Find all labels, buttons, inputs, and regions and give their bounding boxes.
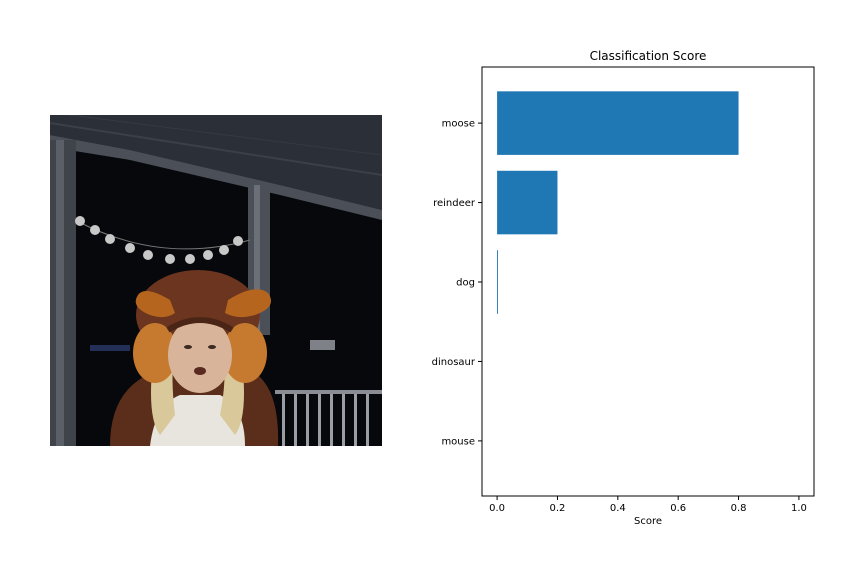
bar-moose <box>497 91 739 155</box>
x-tick-label: 0.2 <box>550 503 566 514</box>
bar-dog <box>497 250 498 314</box>
bar-reindeer <box>497 170 558 235</box>
x-axis-label: Score <box>634 516 662 527</box>
x-tick-label: 0.6 <box>670 503 686 514</box>
x-tick-label: 1.0 <box>791 503 807 514</box>
y-tick-label-dog: dog <box>456 278 475 289</box>
chart-title: Classification Score <box>590 49 707 63</box>
photo-person-in-moose-costume <box>50 115 382 446</box>
classified-photo <box>50 115 382 446</box>
y-tick-label-dinosaur: dinosaur <box>432 357 476 368</box>
x-tick-label: 0.8 <box>731 503 747 514</box>
y-tick-label-mouse: mouse <box>441 436 475 447</box>
x-tick-label: 0.4 <box>610 503 626 514</box>
y-tick-label-moose: moose <box>442 119 475 130</box>
x-tick-label: 0.0 <box>489 503 505 514</box>
y-tick-label-reindeer: reindeer <box>433 198 476 209</box>
